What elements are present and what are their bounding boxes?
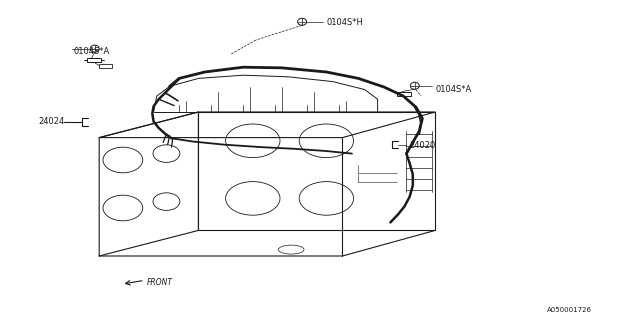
Text: FRONT: FRONT bbox=[147, 278, 173, 287]
Bar bbox=[99, 64, 112, 68]
Text: 0104S*A: 0104S*A bbox=[74, 47, 110, 56]
Text: 0104S*H: 0104S*H bbox=[326, 18, 364, 27]
Text: 0104S*A: 0104S*A bbox=[435, 85, 472, 94]
Text: 24024: 24024 bbox=[38, 117, 65, 126]
Text: A050001726: A050001726 bbox=[547, 308, 592, 313]
Bar bbox=[397, 92, 411, 96]
Bar bbox=[87, 58, 101, 62]
Text: 24020: 24020 bbox=[410, 141, 436, 150]
